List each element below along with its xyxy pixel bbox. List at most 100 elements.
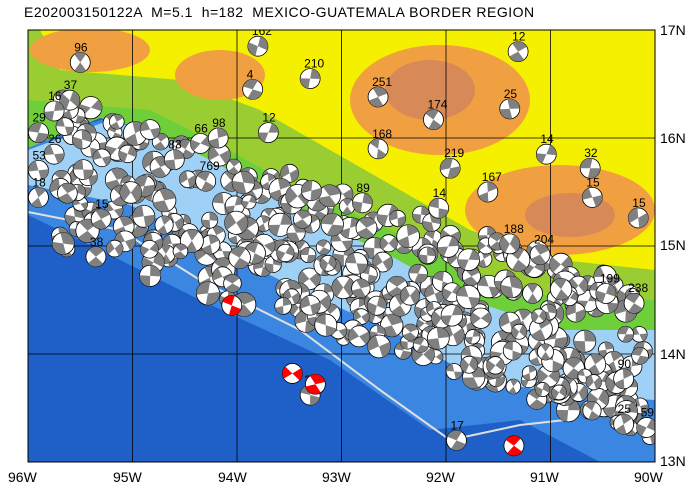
focal-mechanism[interactable] xyxy=(318,184,341,208)
focal-mechanism[interactable] xyxy=(163,149,185,171)
focal-mechanism[interactable] xyxy=(224,210,249,235)
focal-mechanism[interactable] xyxy=(379,234,398,253)
focal-mechanism[interactable] xyxy=(92,148,112,168)
highlighted-focal-mechanism[interactable] xyxy=(221,294,243,316)
focal-mechanism[interactable] xyxy=(314,313,338,337)
focal-mechanism[interactable] xyxy=(139,119,161,140)
focal-mechanism[interactable] xyxy=(445,363,463,380)
focal-mechanism[interactable] xyxy=(465,329,481,345)
focal-mechanism[interactable] xyxy=(636,417,657,438)
focal-mechanism[interactable] xyxy=(119,181,143,204)
focal-mechanism[interactable] xyxy=(72,129,93,150)
focal-mechanism[interactable] xyxy=(132,204,156,228)
focal-mechanism[interactable] xyxy=(172,243,189,260)
focal-mechanism[interactable] xyxy=(428,197,450,219)
focal-mechanism[interactable] xyxy=(537,343,554,361)
focal-mechanism[interactable] xyxy=(43,100,65,122)
focal-mechanism[interactable] xyxy=(300,180,322,202)
focal-mechanism[interactable] xyxy=(581,186,603,208)
focal-mechanism[interactable] xyxy=(85,246,107,268)
focal-mechanism[interactable] xyxy=(613,368,635,390)
focal-mechanism[interactable] xyxy=(367,86,389,108)
focal-mechanism[interactable] xyxy=(276,243,295,263)
focal-mechanism[interactable] xyxy=(367,334,391,359)
focal-mechanism[interactable] xyxy=(613,413,635,435)
focal-mechanism[interactable] xyxy=(201,211,219,229)
focal-mechanism[interactable] xyxy=(28,122,49,144)
focal-mechanism[interactable] xyxy=(59,89,81,111)
focal-mechanism[interactable] xyxy=(28,186,49,208)
focal-mechanism[interactable] xyxy=(228,246,251,269)
focal-mechanism[interactable] xyxy=(154,215,174,235)
focal-mechanism[interactable] xyxy=(457,248,480,272)
focal-mechanism[interactable] xyxy=(627,207,649,229)
focal-mechanism[interactable] xyxy=(255,215,272,232)
focal-mechanism[interactable] xyxy=(556,397,581,423)
focal-mechanism[interactable] xyxy=(72,159,94,180)
focal-mechanism[interactable] xyxy=(408,263,428,284)
focal-mechanism[interactable] xyxy=(231,170,256,195)
focal-mechanism[interactable] xyxy=(105,239,124,258)
focal-mechanism[interactable] xyxy=(339,198,356,215)
focal-mechanism[interactable] xyxy=(223,274,242,293)
focal-mechanism[interactable] xyxy=(439,157,461,179)
focal-mechanism[interactable] xyxy=(351,278,371,299)
focal-mechanism[interactable] xyxy=(300,294,321,316)
focal-mechanism[interactable] xyxy=(551,384,567,401)
focal-mechanism[interactable] xyxy=(247,35,269,57)
focal-mechanism[interactable] xyxy=(242,79,264,100)
focal-mechanism[interactable] xyxy=(140,239,159,259)
focal-mechanism[interactable] xyxy=(353,308,370,325)
focal-mechanism[interactable] xyxy=(535,143,557,165)
focal-mechanism[interactable] xyxy=(511,323,528,340)
focal-mechanism[interactable] xyxy=(617,325,635,343)
focal-mechanism[interactable] xyxy=(300,246,317,264)
focal-mechanism[interactable] xyxy=(268,212,293,237)
focal-mechanism[interactable] xyxy=(195,281,220,306)
focal-mechanism[interactable] xyxy=(351,192,373,214)
focal-mechanism[interactable] xyxy=(522,282,543,304)
focal-mechanism[interactable] xyxy=(345,252,368,275)
focal-mechanism[interactable] xyxy=(412,337,429,353)
focal-mechanism[interactable] xyxy=(195,170,217,192)
focal-mechanism[interactable] xyxy=(456,284,481,309)
focal-mechanism[interactable] xyxy=(423,109,444,131)
focal-mechanism[interactable] xyxy=(320,213,344,237)
focal-mechanism[interactable] xyxy=(139,264,162,287)
focal-mechanism[interactable] xyxy=(400,285,420,306)
highlighted-focal-mechanism[interactable] xyxy=(503,435,525,457)
focal-mechanism[interactable] xyxy=(549,278,573,301)
focal-mechanism[interactable] xyxy=(565,302,586,323)
focal-mechanism[interactable] xyxy=(418,246,436,265)
focal-mechanism[interactable] xyxy=(299,68,321,89)
focal-mechanism[interactable] xyxy=(339,216,362,239)
focal-mechanism[interactable] xyxy=(579,157,601,179)
focal-mechanism[interactable] xyxy=(426,326,450,350)
focal-mechanism[interactable] xyxy=(69,52,91,73)
focal-mechanism[interactable] xyxy=(51,232,75,255)
focal-mechanism[interactable] xyxy=(440,304,464,327)
focal-mechanism[interactable] xyxy=(43,143,65,165)
focal-mechanism[interactable] xyxy=(585,374,602,391)
focal-mechanism[interactable] xyxy=(57,182,78,204)
focal-mechanism[interactable] xyxy=(529,317,553,341)
focal-mechanism[interactable] xyxy=(389,209,407,227)
focal-mechanism[interactable] xyxy=(595,283,617,304)
focal-mechanism[interactable] xyxy=(280,163,300,183)
focal-mechanism[interactable] xyxy=(505,378,522,395)
focal-mechanism[interactable] xyxy=(178,170,197,189)
focal-mechanism[interactable] xyxy=(348,325,371,348)
focal-mechanism[interactable] xyxy=(109,113,125,130)
highlighted-focal-mechanism[interactable] xyxy=(304,373,326,395)
focal-mechanism[interactable] xyxy=(200,234,221,255)
focal-mechanism[interactable] xyxy=(631,326,648,343)
focal-mechanism[interactable] xyxy=(507,41,529,62)
focal-mechanism[interactable] xyxy=(446,429,467,451)
focal-mechanism[interactable] xyxy=(118,144,137,164)
focal-mechanism[interactable] xyxy=(470,307,492,329)
focal-mechanism[interactable] xyxy=(226,158,242,175)
focal-mechanism[interactable] xyxy=(293,209,313,229)
focal-mechanism[interactable] xyxy=(499,98,521,120)
focal-mechanism[interactable] xyxy=(152,188,177,213)
focal-mechanism[interactable] xyxy=(366,295,387,316)
